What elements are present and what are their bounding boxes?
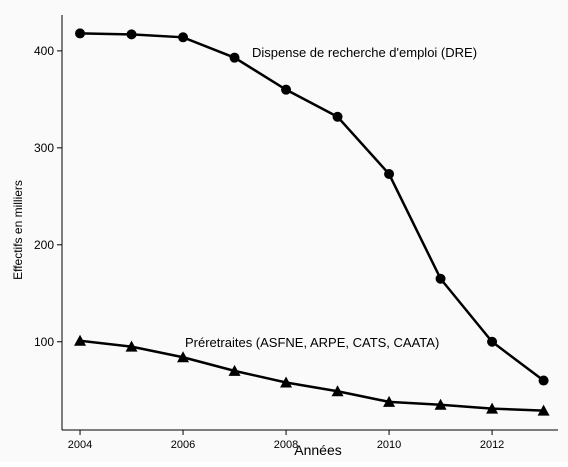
data-point (383, 395, 396, 407)
data-point (486, 402, 499, 414)
data-point (178, 32, 189, 43)
x-tick-label: 2010 (377, 439, 401, 451)
x-axis-label: Années (294, 442, 341, 458)
data-point (331, 385, 344, 397)
data-point (487, 336, 498, 347)
data-point (280, 376, 293, 388)
data-point (434, 398, 447, 410)
x-tick-label: 2012 (480, 439, 504, 451)
data-point (281, 84, 292, 95)
y-tick-label: 100 (34, 335, 54, 349)
x-tick-label: 2004 (68, 439, 92, 451)
series-line (79, 339, 544, 412)
y-tick-label: 200 (34, 238, 54, 252)
y-axis-label: Effectifs en milliers (11, 180, 25, 280)
data-point (125, 340, 138, 352)
data-point (177, 351, 190, 363)
data-point (74, 334, 87, 346)
data-point (537, 404, 550, 416)
y-tick-label: 300 (34, 141, 54, 155)
data-point (228, 364, 241, 376)
data-point (126, 29, 137, 40)
series-label: Dispense de recherche d'emploi (DRE) (252, 45, 477, 60)
x-tick-label: 2008 (274, 439, 298, 451)
series-label: Préretraites (ASFNE, ARPE, CATS, CAATA) (185, 335, 439, 350)
data-point (75, 28, 86, 39)
data-point (332, 111, 343, 122)
series-line (80, 32, 545, 382)
x-tick-label: 2006 (171, 439, 195, 451)
data-point (384, 169, 395, 180)
data-point (538, 375, 549, 386)
data-point (435, 273, 446, 284)
data-point (229, 52, 240, 63)
y-tick-label: 400 (34, 44, 54, 58)
